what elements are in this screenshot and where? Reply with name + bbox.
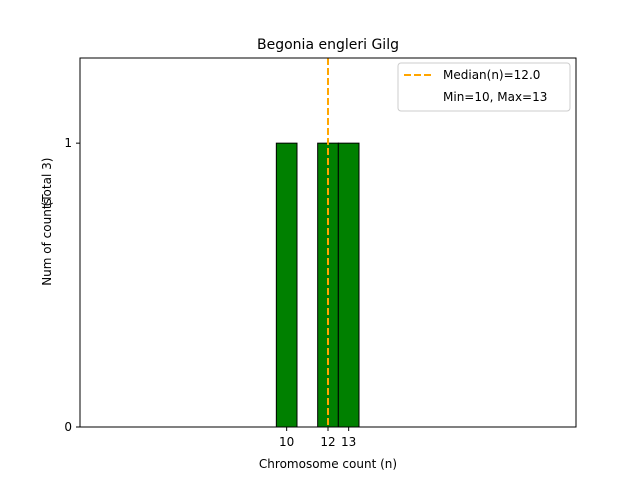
legend: Median(n)=12.0 Min=10, Max=13 (397, 62, 571, 112)
histogram-bar-13 (337, 142, 360, 428)
legend-range-label: Min=10, Max=13 (443, 90, 547, 104)
x-tick-label-13: 13 (341, 435, 356, 449)
bars-layer (275, 142, 360, 428)
y-ticks: 01 (64, 136, 80, 434)
y-tick-label-0: 0 (64, 420, 72, 434)
x-axis-label: Chromosome count (n) (259, 457, 397, 471)
histogram-bar-10 (275, 142, 298, 428)
y-axis-label: Num of counts (40, 198, 54, 286)
x-tick-label-10: 10 (279, 435, 294, 449)
x-tick-label-12: 12 (320, 435, 335, 449)
y-axis-total-label: (Total 3) (40, 158, 54, 207)
chart-title: Begonia engleri Gilg (257, 37, 399, 53)
y-tick-label-1: 1 (64, 136, 72, 150)
legend-box (397, 62, 571, 112)
legend-median-label: Median(n)=12.0 (443, 68, 540, 82)
x-ticks: 10 12 13 (279, 427, 356, 449)
